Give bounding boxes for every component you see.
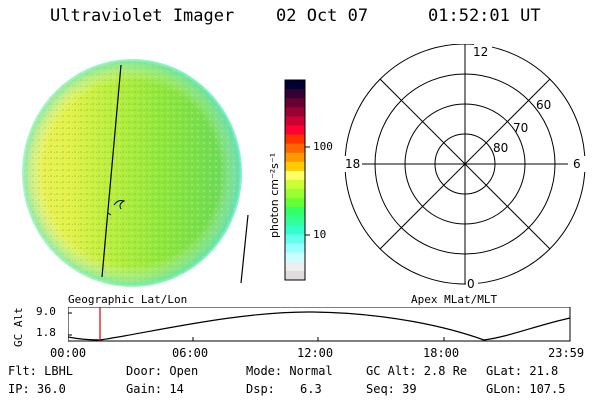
colorbar-cell: [285, 161, 305, 172]
alt-ymin-label: 1.8: [36, 326, 56, 339]
alt-xtick-1: 06:00: [172, 346, 209, 360]
colorbar-cell: [285, 180, 305, 190]
colorbar-cell: [285, 80, 305, 90]
time-label: 01:52:01 UT: [428, 6, 541, 26]
colorbar-cell: [285, 143, 305, 154]
colorbar-cell: [285, 98, 305, 108]
alt-xtick-2: 12:00: [297, 346, 334, 360]
filter-info: Flt: LBHL: [8, 364, 74, 378]
colorbar-cell: [285, 134, 305, 145]
alt-xtick-4: 23:59: [548, 346, 585, 360]
colorbar-tick-10: 10: [313, 228, 327, 241]
gain-info: Gain: 14: [126, 382, 184, 396]
colorbar-cell: [285, 89, 305, 99]
glat-info: GLat: 21.8: [486, 364, 559, 378]
dsp-value: 6.3: [300, 382, 322, 396]
colorbar-cell: [285, 252, 305, 263]
coastline-mark: [113, 200, 126, 210]
colorbar-cell: [285, 243, 305, 254]
colorbar-cell: [285, 261, 305, 272]
mlt-label-12: 12: [473, 45, 488, 59]
gc-alt-info: GC Alt: 2.8 Re: [366, 364, 468, 378]
alt-ymax-label: 9.0: [36, 305, 56, 318]
uv-image: [22, 59, 249, 287]
colorbar-cell: [285, 189, 305, 199]
colorbar-cell: [285, 207, 305, 217]
colorbar-cell: [285, 198, 305, 208]
date-label: 02 Oct 07: [276, 6, 369, 26]
mlt-label-0: 0: [467, 277, 475, 291]
colorbar: photon cm⁻²s⁻¹: [268, 79, 310, 281]
alt-xtick-3: 18:00: [423, 346, 460, 360]
colorbar-cell: [285, 225, 305, 236]
app-title: Ultraviolet Imager: [50, 6, 235, 26]
colorbar-cell: [285, 116, 305, 126]
dsp-label: Dsp:: [246, 382, 275, 396]
colorbar-cell: [285, 170, 305, 181]
altitude-plot: [68, 307, 571, 342]
polar-plot: 12 18 6 0 60 70 80: [340, 44, 588, 291]
door-info: Door: Open: [126, 364, 199, 378]
ip-info: IP: 36.0: [8, 382, 66, 396]
mlt-label-18: 18: [345, 157, 360, 171]
limb-line: [240, 214, 249, 284]
colorbar-cell: [285, 270, 305, 281]
mode-info: Mode: Normal: [246, 364, 333, 378]
colorbar-cell: [285, 125, 305, 136]
colorbar-tick-100: 100: [313, 140, 333, 153]
colorbar-cell: [285, 234, 305, 245]
lat-label-60: 60: [536, 98, 551, 112]
colorbar-cell: [285, 107, 305, 117]
lat-label-80: 80: [493, 141, 508, 155]
geographic-label: Geographic Lat/Lon: [68, 293, 188, 306]
glon-info: GLon: 107.5: [486, 382, 566, 396]
altitude-curve: [68, 311, 571, 341]
terminator-line: [101, 64, 122, 278]
gc-alt-axis-label: GC Alt: [12, 307, 25, 347]
mlt-label-6: 6: [573, 157, 581, 171]
apex-label: Apex MLat/MLT: [411, 293, 498, 306]
colorbar-cell: [285, 216, 305, 226]
colorbar-unit-label: photon cm⁻²s⁻¹: [268, 153, 281, 238]
alt-xtick-0: 00:00: [50, 346, 87, 360]
lat-label-70: 70: [513, 121, 528, 135]
seq-info: Seq: 39: [366, 382, 417, 396]
colorbar-cell: [285, 152, 305, 163]
